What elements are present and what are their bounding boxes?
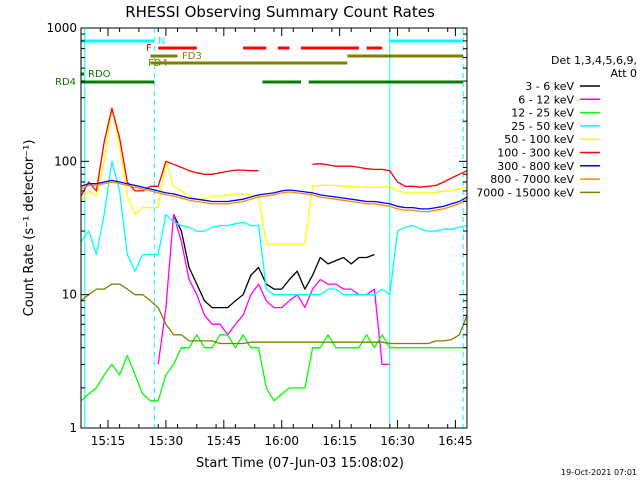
legend-header-line-2: Att 0 bbox=[611, 67, 637, 80]
x-tick-label-16-45: 16:45 bbox=[438, 434, 473, 448]
legend-label-12-25-kev: 12 - 25 keV bbox=[511, 107, 574, 120]
x-tick-label-15-45: 15:45 bbox=[207, 434, 242, 448]
chart-title: RHESSI Observing Summary Count Rates bbox=[125, 3, 435, 21]
legend-label-6-12-kev: 6 - 12 keV bbox=[518, 93, 574, 106]
flag-label-fd4: FD4 bbox=[148, 58, 168, 69]
series-line-6-12-kev bbox=[157, 213, 390, 366]
series-line-3-6-kev bbox=[173, 214, 375, 309]
y-tick-label-1000: 1000 bbox=[46, 21, 77, 35]
legend-label-7000-15000-kev: 7000 - 15000 keV bbox=[476, 186, 574, 199]
axes: 1 10 100 1000 15:15 15:30 15:45 16:00 16:15 16:30… bbox=[46, 21, 472, 448]
series-line-800-7000-kev bbox=[80, 181, 468, 213]
series-line-25-50-kev bbox=[80, 160, 468, 296]
series-line-7000-15000-kev bbox=[80, 283, 468, 345]
x-tick-label-16-15: 16:15 bbox=[322, 434, 357, 448]
footer-timestamp: 19-Oct-2021 07:01 bbox=[561, 468, 637, 477]
legend-label-800-7000-kev: 800 - 7000 keV bbox=[490, 173, 574, 186]
y-axis-label: Count Rate (s⁻¹ detector⁻¹) bbox=[22, 140, 37, 317]
series-line-100-300-kev bbox=[80, 107, 468, 197]
flag-label-fd3: FD3 bbox=[182, 51, 202, 62]
series-line-300-800-kev bbox=[80, 179, 468, 210]
x-axis-label: Start Time (07-Jun-03 15:08:02) bbox=[196, 456, 404, 471]
series-line-50-100-kev bbox=[80, 107, 468, 245]
x-tick-label-16-30: 16:30 bbox=[380, 434, 415, 448]
legend-label-50-100-kev: 50 - 100 keV bbox=[504, 133, 574, 146]
plot-area: NF FD3 FD4 RDO RD4 bbox=[55, 28, 468, 428]
y-tick-label-100: 100 bbox=[54, 154, 77, 168]
flag-label-n: N bbox=[158, 36, 165, 47]
legend-label-100-300-kev: 100 - 300 keV bbox=[497, 147, 574, 160]
legend-label-3-6-kev: 3 - 6 keV bbox=[525, 80, 574, 93]
flag-label-f: F bbox=[146, 43, 152, 54]
legend-label-25-50-kev: 25 - 50 keV bbox=[511, 120, 574, 133]
x-tick-label-15-15: 15:15 bbox=[91, 434, 126, 448]
x-tick-label-15-30: 15:30 bbox=[149, 434, 184, 448]
x-tick-label-16-00: 16:00 bbox=[264, 434, 299, 448]
y-tick-label-1: 1 bbox=[69, 421, 77, 435]
y-tick-label-10: 10 bbox=[62, 288, 77, 302]
flag-label-rd4: RD4 bbox=[55, 77, 76, 88]
legend-header-line-1: Det 1,3,4,5,6,9, bbox=[551, 54, 637, 67]
series-line-12-25-kev bbox=[80, 334, 467, 402]
flag-label-rdo: RDO bbox=[88, 69, 111, 80]
legend-label-300-800-kev: 300 - 800 keV bbox=[497, 160, 574, 173]
